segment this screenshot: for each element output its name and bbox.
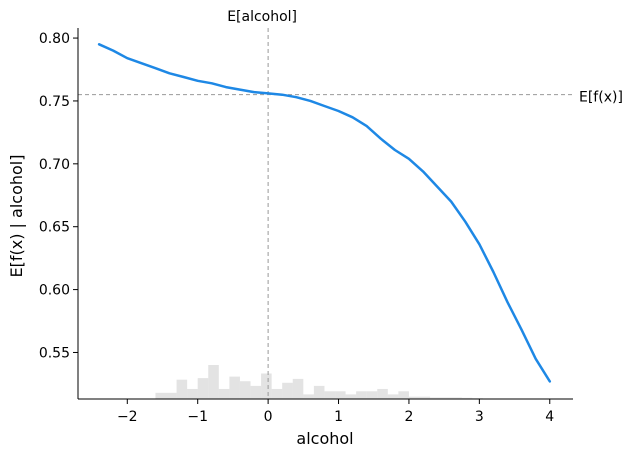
histogram-bar bbox=[303, 394, 314, 399]
histogram-bar bbox=[430, 397, 441, 399]
histogram-bar bbox=[155, 392, 167, 399]
expected-x-label: E[alcohol] bbox=[227, 9, 297, 25]
series-line bbox=[97, 43, 552, 383]
y-axis-title: E[f(x) | alcohol] bbox=[7, 155, 26, 278]
x-tick-label: 1 bbox=[334, 409, 343, 425]
histogram-bar bbox=[292, 378, 304, 399]
histogram-bar bbox=[166, 392, 177, 399]
y-tick-label: 0.60 bbox=[39, 283, 70, 299]
histogram-bar bbox=[187, 388, 198, 399]
histogram-bar bbox=[377, 388, 388, 399]
y-tick-label: 0.80 bbox=[39, 31, 70, 47]
histogram-bar bbox=[345, 394, 357, 399]
labels: alcohol E[f(x) | alcohol] E[alcohol] E[f… bbox=[7, 9, 623, 448]
reference-lines bbox=[78, 28, 573, 399]
histogram-bar bbox=[250, 385, 262, 399]
histogram-bar bbox=[419, 396, 431, 399]
x-tick-label: 3 bbox=[475, 409, 484, 425]
histogram bbox=[155, 365, 483, 399]
x-tick-label: −1 bbox=[187, 409, 208, 425]
x-axis-title: alcohol bbox=[296, 429, 353, 448]
axes: −2 −1 0 1 2 3 4 0.55 0.60 0.65 0.70 0.75 0.80 bbox=[39, 28, 573, 425]
series bbox=[97, 43, 552, 383]
histogram-bar bbox=[387, 394, 399, 399]
y-tick-label: 0.75 bbox=[39, 94, 70, 110]
x-tick-label: 0 bbox=[264, 409, 273, 425]
x-tick-label: 2 bbox=[404, 409, 413, 425]
histogram-bar bbox=[313, 385, 325, 399]
histogram-bar bbox=[451, 397, 462, 399]
histogram-bar bbox=[461, 397, 473, 399]
histogram-bar bbox=[261, 373, 272, 399]
expected-y-label: E[f(x)] bbox=[579, 90, 623, 106]
histogram-bar bbox=[176, 379, 188, 399]
x-tick-label: 4 bbox=[545, 409, 554, 425]
histogram-bar bbox=[208, 365, 219, 399]
y-tick-label: 0.70 bbox=[39, 157, 70, 173]
histogram-bar bbox=[271, 388, 283, 399]
y-tick-label: 0.55 bbox=[39, 345, 70, 361]
y-tick-label: 0.65 bbox=[39, 220, 70, 236]
histogram-bar bbox=[335, 391, 346, 399]
x-tick-label: −2 bbox=[117, 409, 138, 425]
histogram-bar bbox=[408, 396, 420, 399]
histogram-bar bbox=[239, 381, 251, 399]
histogram-bar bbox=[282, 382, 293, 399]
histogram-bar bbox=[324, 391, 336, 399]
histogram-bar bbox=[197, 378, 209, 399]
histogram-bar bbox=[398, 391, 409, 399]
histogram-bar bbox=[356, 391, 367, 399]
histogram-bar bbox=[440, 397, 452, 399]
histogram-bar bbox=[229, 376, 240, 399]
histogram-bar bbox=[366, 391, 378, 399]
histogram-bar bbox=[218, 388, 230, 399]
